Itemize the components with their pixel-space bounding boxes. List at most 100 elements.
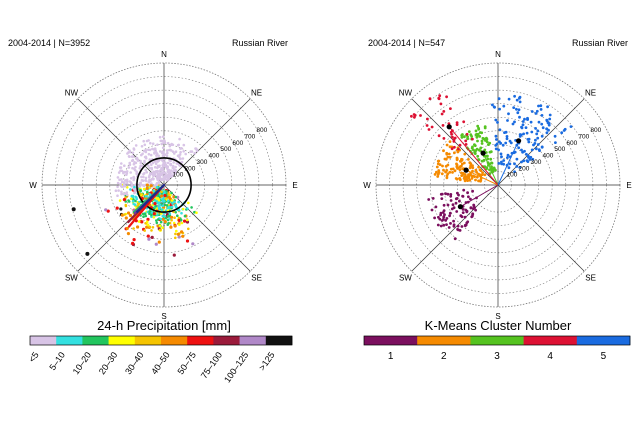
cluster-point	[475, 170, 478, 174]
right-colorbar-segment	[417, 336, 471, 345]
data-point	[170, 218, 173, 222]
cluster-point	[455, 210, 459, 213]
cluster-point	[525, 152, 528, 156]
left-direction-label: SE	[251, 274, 262, 283]
data-point	[132, 227, 135, 230]
data-point	[153, 166, 157, 169]
cluster-point	[461, 133, 464, 136]
data-point	[180, 221, 184, 225]
data-point	[148, 173, 152, 177]
data-point	[171, 174, 174, 177]
cluster-point	[481, 136, 485, 140]
left-colorbar-segment	[213, 336, 240, 345]
cluster-point	[525, 131, 529, 135]
cluster-point	[473, 143, 476, 147]
left-colorbar-label: 5–10	[47, 350, 67, 372]
data-point	[177, 216, 181, 220]
data-point	[185, 220, 190, 224]
cluster-point	[461, 167, 465, 171]
cluster-point	[545, 118, 549, 122]
data-point	[165, 154, 169, 158]
cluster-point	[477, 172, 480, 176]
left-spoke	[163, 184, 251, 272]
data-point	[120, 213, 124, 217]
data-point	[170, 205, 174, 209]
right-colorbar-segment	[470, 336, 524, 345]
data-point	[151, 142, 155, 145]
cluster-point	[474, 178, 477, 182]
cluster-point	[442, 209, 446, 213]
data-point	[178, 223, 181, 226]
right-spoke	[497, 184, 585, 272]
cluster-point	[479, 146, 483, 150]
data-point	[163, 203, 167, 207]
cluster-point	[419, 114, 422, 117]
cluster-point	[458, 199, 461, 203]
cluster-point	[512, 106, 516, 109]
data-point	[166, 161, 170, 165]
data-point	[152, 148, 156, 151]
data-point	[143, 159, 146, 163]
data-point	[154, 170, 158, 173]
cluster-point	[449, 107, 452, 110]
cluster-point	[539, 108, 543, 111]
left-direction-label: W	[29, 181, 37, 190]
data-point	[116, 176, 120, 179]
mean-vector	[136, 183, 166, 213]
data-point	[187, 201, 190, 205]
data-point	[166, 141, 170, 145]
data-point	[158, 204, 162, 207]
cluster-point	[465, 210, 469, 214]
cluster-point	[505, 137, 509, 141]
cluster-point	[454, 177, 458, 180]
data-point	[144, 168, 147, 172]
data-point	[124, 216, 128, 220]
data-point	[161, 164, 164, 167]
data-point	[158, 135, 162, 139]
cluster-point	[480, 142, 484, 145]
cluster-point	[518, 96, 521, 100]
cluster-vector	[448, 126, 499, 186]
data-point	[175, 205, 178, 209]
right-colorbar-label: 2	[441, 351, 447, 362]
cluster-point	[453, 237, 457, 241]
data-point	[120, 180, 124, 184]
data-point	[158, 224, 162, 227]
data-point	[191, 242, 195, 246]
cluster-point	[497, 148, 500, 152]
cluster-point	[471, 137, 474, 141]
cluster-point	[457, 193, 460, 197]
left-direction-label: S	[161, 312, 166, 321]
data-point	[147, 180, 151, 184]
cluster-point	[482, 158, 486, 162]
cluster-point	[554, 141, 557, 145]
cluster-point	[502, 104, 506, 108]
cluster-centroid	[457, 204, 463, 210]
data-point	[154, 149, 157, 152]
left-colorbar-segment	[239, 336, 267, 345]
cluster-point	[468, 178, 472, 182]
cluster-point	[445, 151, 449, 155]
cluster-point	[456, 228, 459, 231]
data-point	[151, 226, 155, 229]
left-radial-tick-label: 500	[220, 146, 231, 153]
data-point	[130, 194, 134, 198]
data-point	[116, 194, 119, 197]
cluster-point	[505, 135, 509, 138]
cluster-point	[469, 197, 472, 201]
cluster-point	[487, 143, 490, 147]
cluster-point	[455, 165, 459, 169]
cluster-point	[485, 137, 489, 141]
data-point	[130, 184, 133, 188]
cluster-point	[451, 171, 454, 174]
left-colorbar-label: 30–40	[123, 350, 146, 376]
cluster-point	[441, 164, 444, 168]
data-point	[153, 173, 157, 177]
data-point	[147, 148, 150, 151]
cluster-point	[454, 201, 458, 205]
right-direction-label: E	[626, 181, 631, 190]
data-point	[190, 206, 193, 209]
data-point	[184, 152, 187, 156]
cluster-point	[427, 198, 431, 201]
left-colorbar-label: 100–125	[222, 350, 250, 384]
